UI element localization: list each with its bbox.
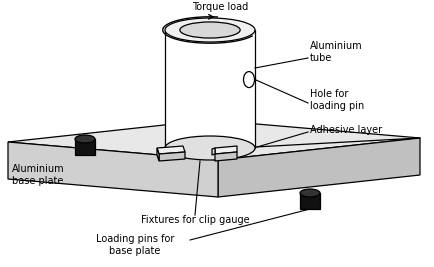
Polygon shape — [8, 120, 420, 160]
Polygon shape — [75, 139, 95, 155]
Ellipse shape — [165, 136, 255, 160]
Polygon shape — [212, 148, 215, 155]
Polygon shape — [157, 146, 185, 154]
Ellipse shape — [243, 72, 254, 88]
Text: Hole for
loading pin: Hole for loading pin — [310, 89, 364, 111]
Polygon shape — [218, 138, 420, 197]
Text: Aluminium
base plate: Aluminium base plate — [12, 164, 65, 186]
Text: Loading pins for
base plate: Loading pins for base plate — [96, 234, 174, 256]
Polygon shape — [157, 148, 159, 161]
Text: Adhesive layer: Adhesive layer — [310, 125, 382, 135]
Polygon shape — [8, 142, 218, 197]
Polygon shape — [215, 146, 237, 154]
Polygon shape — [300, 193, 320, 209]
Ellipse shape — [165, 18, 255, 42]
Polygon shape — [165, 30, 255, 148]
Text: Fixtures for clip gauge: Fixtures for clip gauge — [141, 215, 249, 225]
Polygon shape — [215, 152, 237, 161]
Text: Torque load: Torque load — [192, 2, 248, 12]
Ellipse shape — [75, 135, 95, 143]
Ellipse shape — [180, 22, 240, 38]
Ellipse shape — [300, 189, 320, 197]
Polygon shape — [159, 152, 185, 161]
Text: Aluminium
tube: Aluminium tube — [310, 41, 363, 63]
